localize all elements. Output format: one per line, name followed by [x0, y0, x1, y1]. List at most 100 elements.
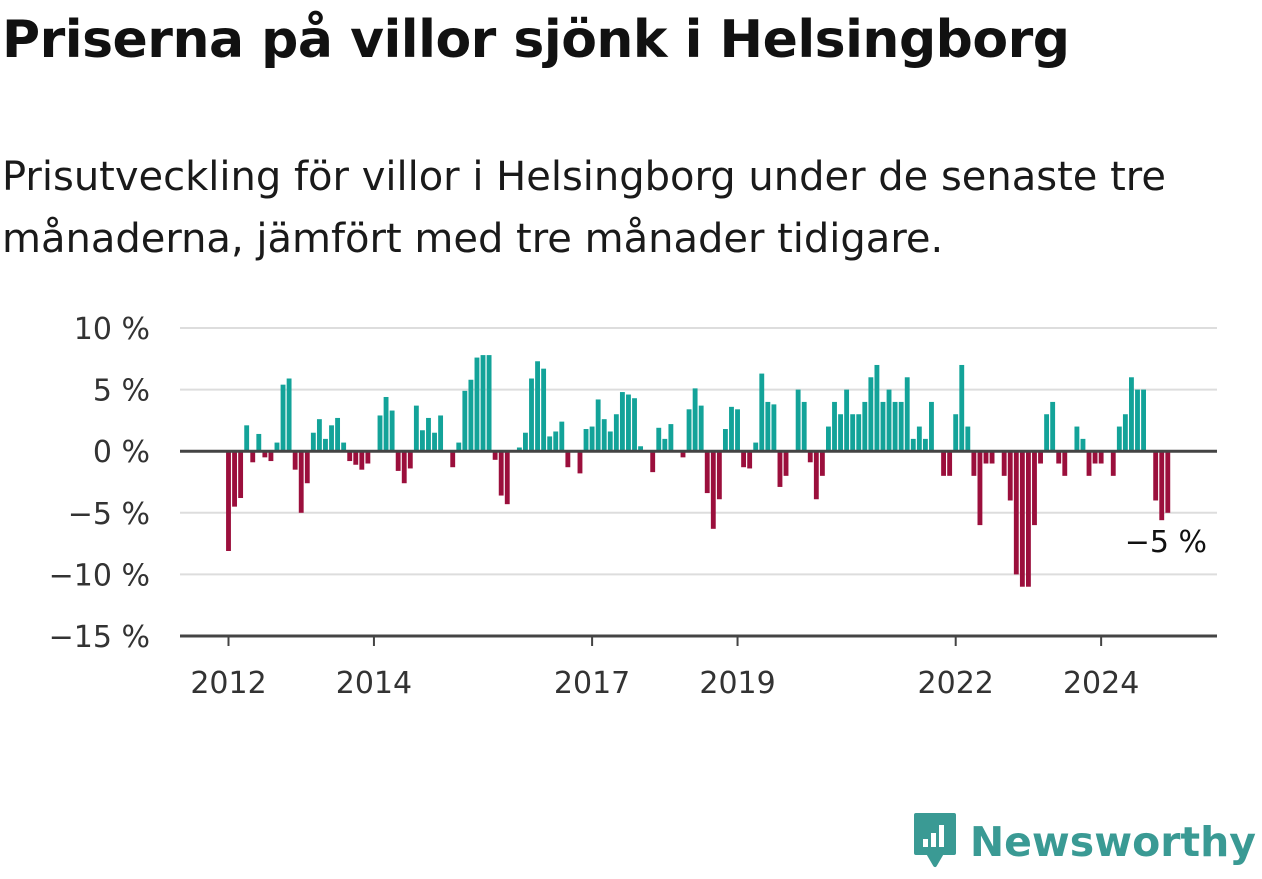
bar	[407, 451, 413, 469]
bar	[741, 451, 747, 468]
bar	[922, 438, 928, 452]
bar	[886, 389, 892, 452]
bar	[341, 442, 347, 452]
bar	[929, 401, 934, 452]
bar	[595, 399, 601, 452]
bar	[1025, 451, 1031, 587]
bar	[613, 414, 619, 452]
bar	[638, 446, 644, 452]
bar	[426, 417, 431, 452]
bar	[401, 451, 407, 484]
bar	[989, 451, 995, 464]
bar	[383, 396, 389, 452]
chart-subtitle: Prisutveckling för villor i Helsingborg …	[2, 154, 1166, 262]
axes	[180, 449, 1217, 646]
y-tick-label: −5 %	[68, 497, 150, 532]
bar	[904, 377, 910, 452]
bar	[801, 401, 807, 452]
x-tick-label: 2017	[554, 666, 630, 701]
bar	[395, 451, 401, 471]
bar	[353, 451, 359, 465]
bar	[868, 377, 874, 452]
bar	[692, 388, 698, 452]
bar	[813, 451, 819, 500]
bar	[1165, 451, 1171, 513]
grid-lines	[180, 327, 1217, 576]
bar	[438, 415, 444, 452]
bar	[783, 451, 789, 476]
bar	[1056, 451, 1062, 464]
bar	[280, 384, 286, 452]
bar	[226, 451, 231, 551]
x-tick-label: 2024	[1063, 666, 1139, 701]
bar	[583, 429, 589, 452]
bar	[1122, 414, 1128, 452]
bar	[232, 451, 237, 507]
bar	[498, 451, 504, 496]
bar	[704, 451, 710, 494]
bar	[1080, 438, 1086, 452]
bar	[1013, 451, 1019, 575]
bar	[686, 409, 692, 452]
y-tick-label: 5 %	[93, 374, 150, 409]
x-tick-label: 2019	[699, 666, 775, 701]
bar-chart: 10 % 5 % 0 % −5 % −10 % −15 % 2012 2014 2017 2019…	[49, 312, 1217, 701]
bar	[698, 405, 704, 452]
bar	[486, 355, 492, 452]
bar	[729, 406, 734, 452]
bar	[1038, 451, 1043, 464]
bar	[753, 442, 759, 452]
bar	[565, 451, 571, 468]
bar	[1019, 451, 1025, 587]
bar	[856, 414, 862, 452]
bar	[474, 357, 480, 452]
y-tick-label: −15 %	[49, 620, 150, 655]
bar	[983, 451, 989, 464]
bar	[589, 426, 595, 452]
bar	[1153, 451, 1159, 501]
bar	[1074, 426, 1080, 452]
bar	[710, 451, 716, 529]
bar	[898, 401, 904, 452]
bar	[1044, 414, 1050, 452]
bar	[316, 419, 322, 452]
bar	[268, 451, 274, 462]
bar	[777, 451, 783, 487]
bar	[1062, 451, 1068, 476]
bar	[862, 401, 868, 452]
bar	[462, 390, 468, 452]
bar	[771, 404, 777, 452]
bar	[359, 451, 365, 470]
bar	[310, 432, 316, 452]
bar	[759, 373, 765, 452]
bar	[844, 389, 850, 452]
bar	[238, 451, 244, 499]
bar	[892, 401, 898, 452]
bar	[959, 364, 965, 452]
bar	[826, 426, 831, 452]
bar	[1110, 451, 1116, 476]
bar	[880, 401, 886, 452]
bar	[304, 451, 310, 484]
bar	[1141, 389, 1146, 452]
bar	[419, 430, 425, 452]
bar	[910, 438, 916, 452]
bar	[735, 409, 740, 452]
bar	[432, 432, 437, 452]
bar	[1050, 401, 1056, 452]
bar	[947, 451, 953, 476]
bar	[377, 415, 383, 452]
bar	[323, 438, 328, 452]
bar	[832, 401, 837, 452]
axis-labels: 10 % 5 % 0 % −5 % −10 % −15 % 2012 2014 2017 2019…	[49, 312, 1207, 701]
bar	[650, 451, 656, 473]
bar	[559, 421, 565, 452]
bar	[292, 451, 298, 470]
bars	[226, 355, 1171, 587]
bar	[274, 442, 280, 452]
bar	[250, 451, 256, 463]
bar	[601, 419, 607, 452]
bar	[541, 368, 547, 452]
bar	[1086, 451, 1092, 476]
bar	[722, 429, 728, 452]
